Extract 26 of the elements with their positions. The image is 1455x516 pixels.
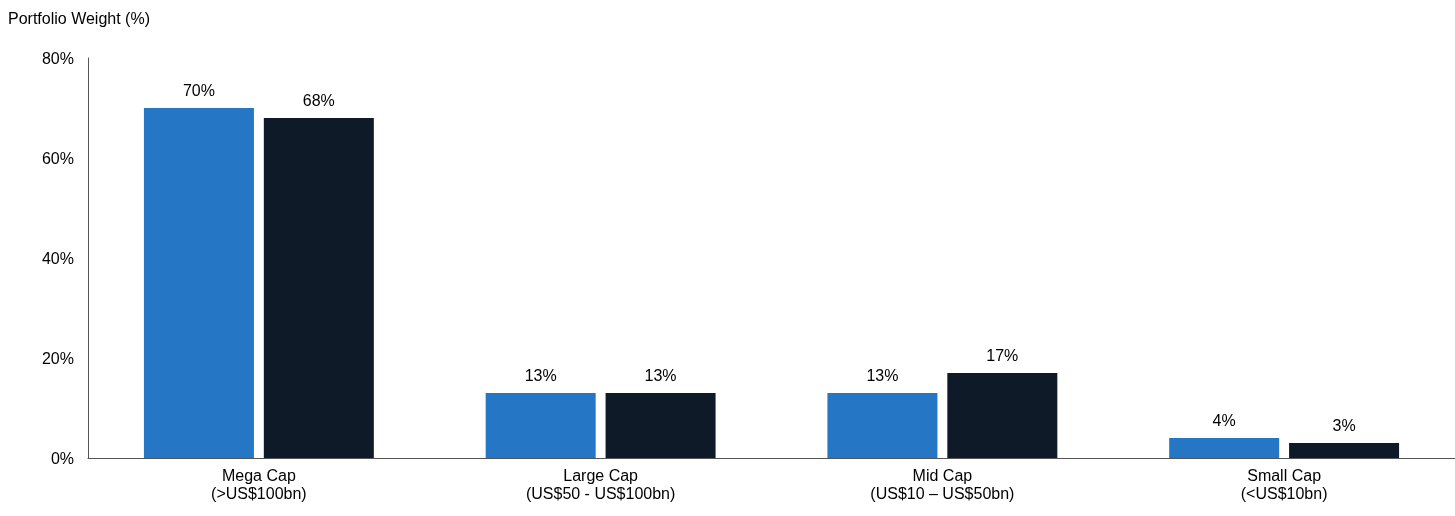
bar [947,373,1058,458]
y-tick-label: 20% [41,349,74,367]
data-label: 70% [182,81,215,99]
y-tick-label: 80% [41,49,74,67]
data-label: 13% [524,366,557,384]
x-tick-label: Mid Cap (US$10 – US$50bn) [870,466,1015,502]
bar [1169,438,1280,458]
bar [263,118,374,458]
bar [827,393,938,458]
bar [1289,443,1400,458]
data-label: 17% [986,346,1019,364]
bar [485,393,596,458]
x-tick-label: Mega Cap (>US$100bn) [211,466,307,502]
data-label: 68% [302,91,335,109]
data-label: 13% [644,366,677,384]
x-tick-label: Small Cap (<US$10bn) [1240,466,1328,502]
x-tick-label: Large Cap (US$50 - US$100bn) [525,466,676,502]
bar [143,108,254,458]
data-label: 3% [1332,416,1356,434]
y-tick-label: 40% [41,249,74,267]
data-label: 4% [1212,411,1236,429]
y-tick-label: 0% [50,449,74,467]
data-label: 13% [866,366,899,384]
bar [605,393,716,458]
y-tick-label: 60% [41,149,74,167]
y-axis-title: Portfolio Weight (%) [8,9,150,27]
